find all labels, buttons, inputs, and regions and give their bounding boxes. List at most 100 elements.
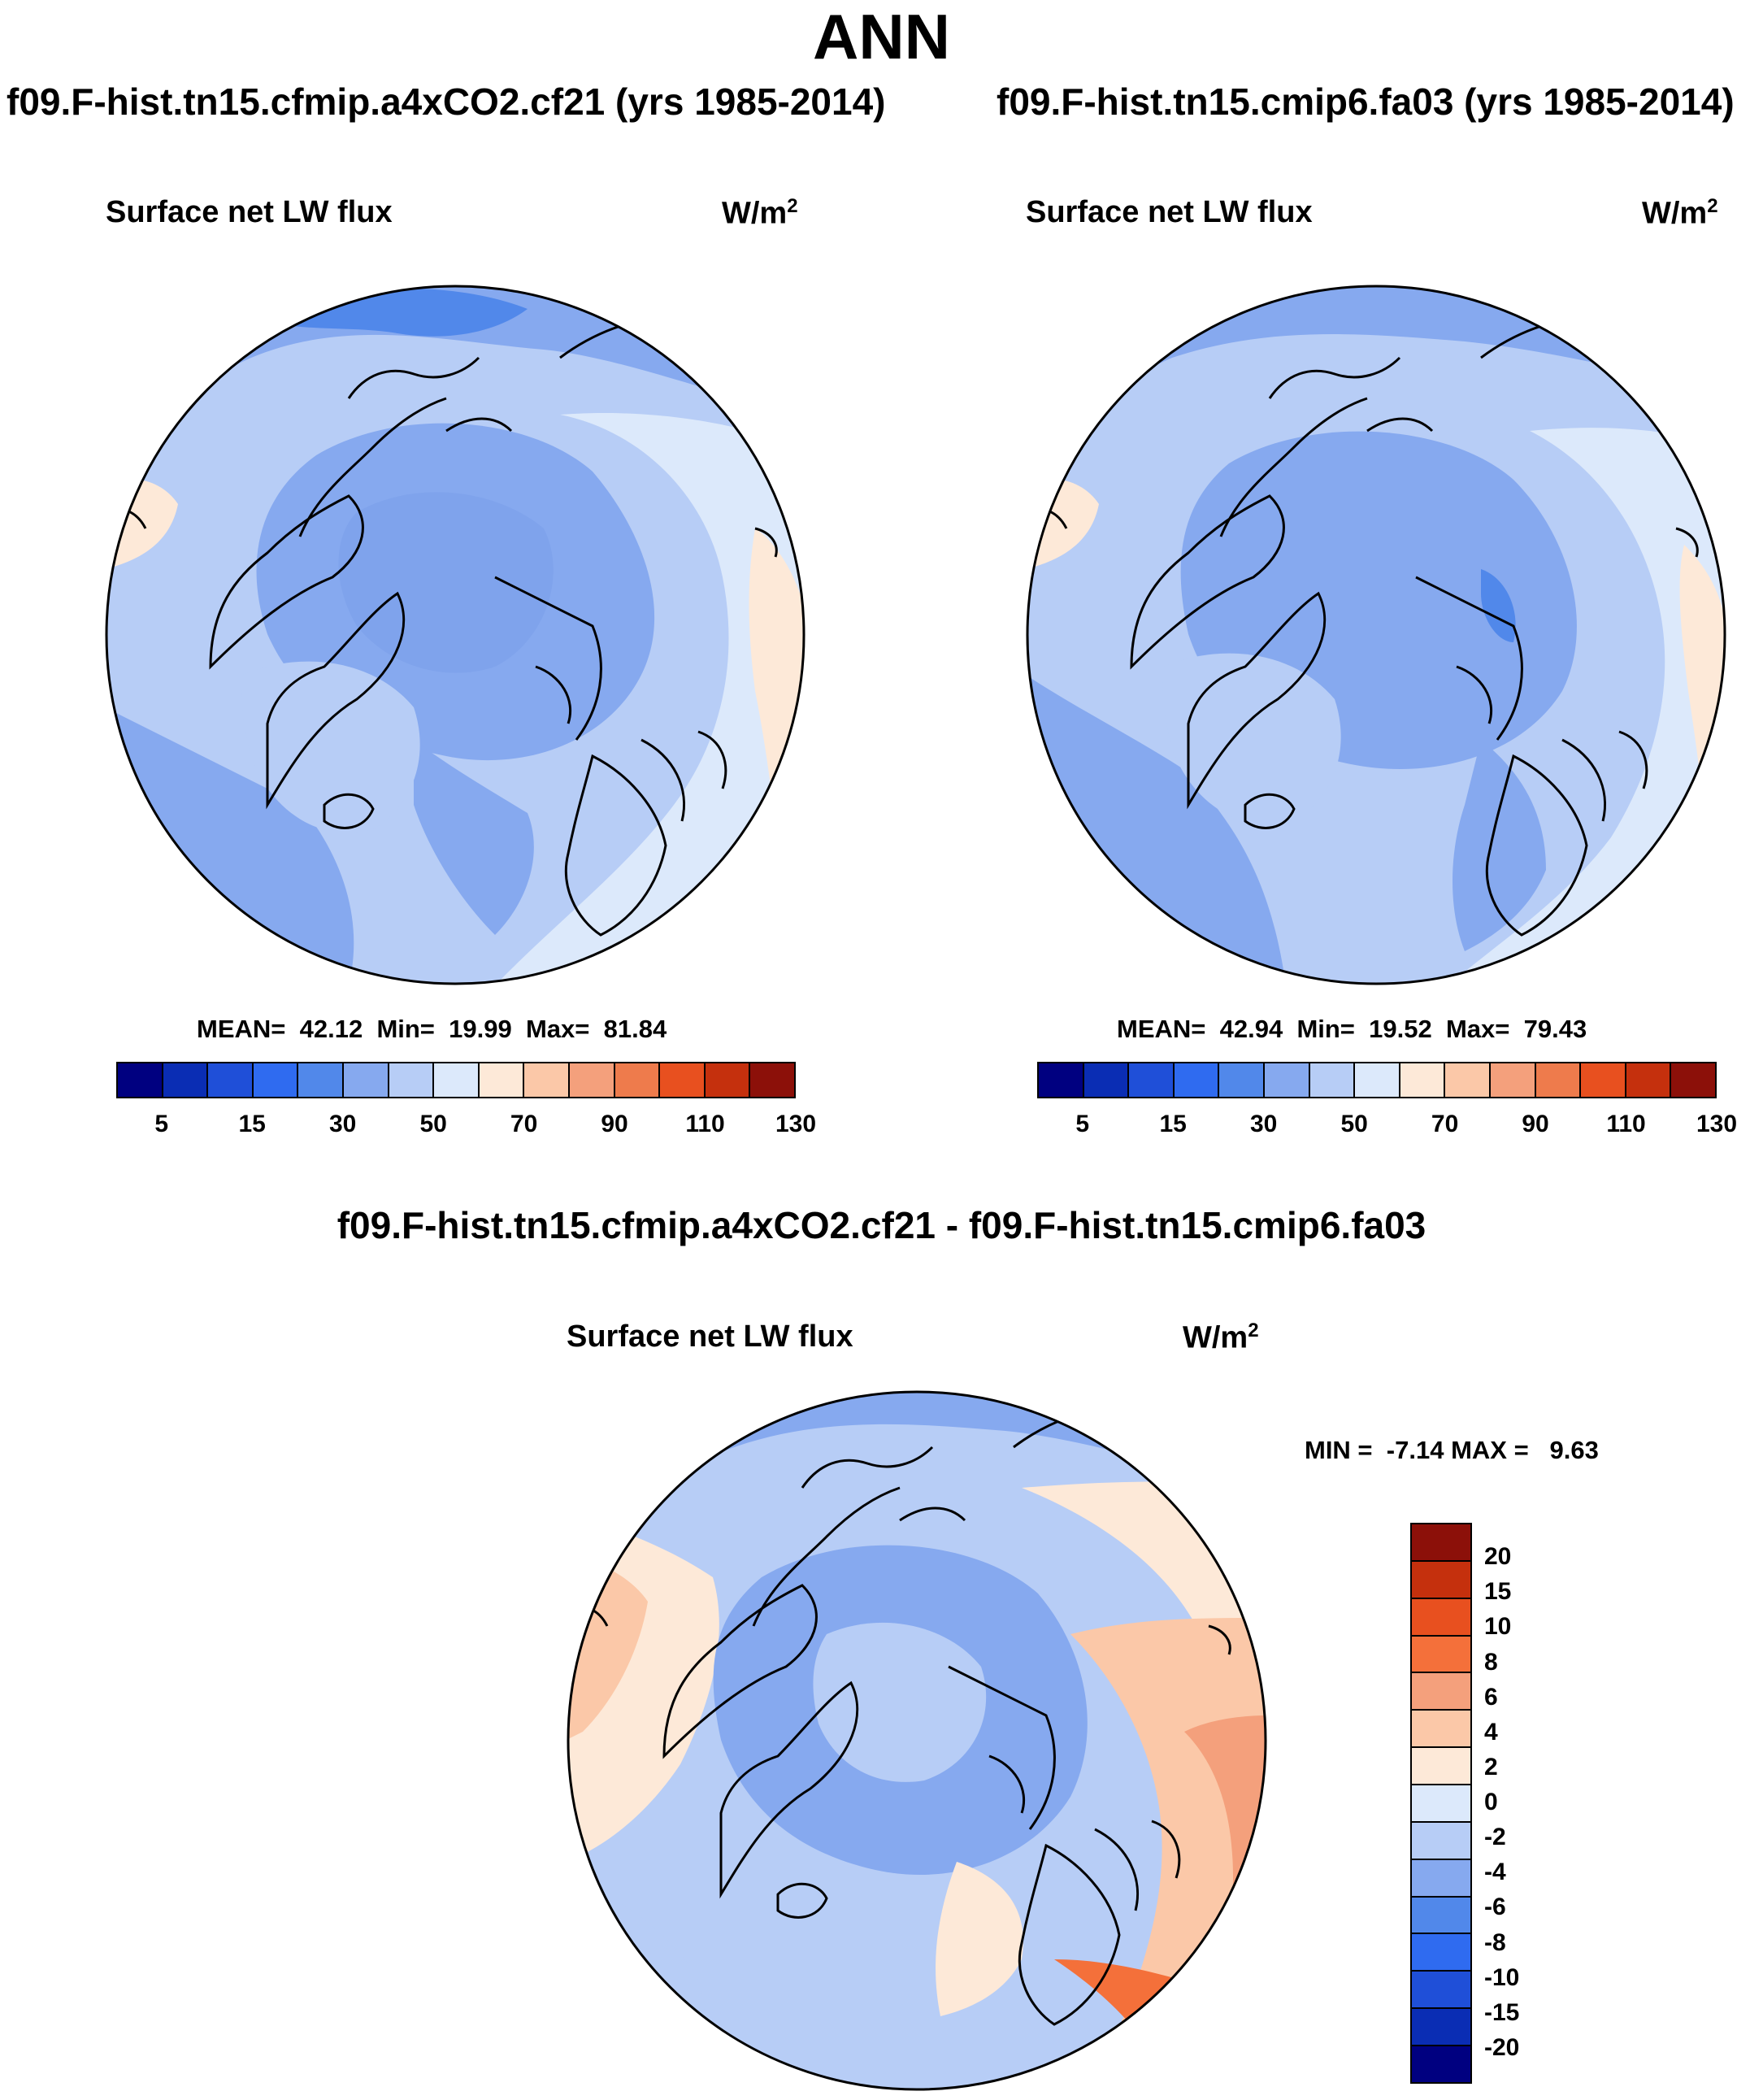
right-colorbar-tick-label: 70 [1431,1111,1459,1137]
diff-colorbar-tick-label: 15 [1484,1578,1512,1606]
right-min-label: Min= [1296,1015,1355,1043]
diff-colorbar-swatch [1412,1972,1470,2010]
right-colorbar-tick-label: 30 [1249,1111,1278,1137]
left-colorbar-tick-label: 15 [238,1111,266,1137]
diff-colorbar-swatch [1412,1859,1470,1898]
left-colorbar-swatch [118,1063,163,1097]
left-polar-map [105,285,806,985]
left-variable-label: Surface net LW flux [106,195,393,229]
left-colorbar-tick-label: 130 [775,1111,817,1137]
left-colorbar-swatch [660,1063,706,1097]
diff-colorbar-tick-label: 0 [1484,1789,1498,1815]
left-colorbar-tick-label: 90 [601,1111,628,1137]
left-colorbar-swatch [298,1063,344,1097]
left-colorbar-swatch [389,1063,435,1097]
right-colorbar-tick-label: 130 [1696,1111,1738,1137]
diff-colorbar-tick-label: -2 [1484,1824,1506,1851]
right-colorbar-swatch [1083,1063,1130,1097]
right-colorbar-swatch [1581,1063,1626,1097]
right-polar-map [1026,285,1726,985]
left-colorbar [116,1062,796,1098]
diff-colorbar-tick-label: -4 [1484,1859,1506,1886]
left-colorbar-tick-label: 30 [328,1111,357,1137]
diff-colorbar-tick-label: -20 [1484,2033,1520,2061]
right-colorbar-swatch [1626,1063,1672,1097]
left-colorbar-swatch [569,1063,615,1097]
right-colorbar-swatch [1039,1063,1084,1097]
right-colorbar-swatch [1490,1063,1536,1097]
diff-colorbar-swatch [1412,1524,1470,1562]
right-units-base: W/m [1642,196,1708,231]
left-colorbar-swatch [614,1063,661,1097]
diff-colorbar-tick-label: 2 [1484,1753,1498,1780]
diff-colorbar-swatch [1412,1711,1470,1749]
right-max-value: 79.43 [1523,1015,1587,1043]
left-colorbar-tick-label: 70 [510,1111,538,1137]
diff-colorbar-swatch [1412,1673,1470,1711]
diff-colorbar-tick-label: -15 [1484,1998,1520,2026]
diff-colorbar-swatch [1412,1598,1470,1637]
left-max-value: 81.84 [603,1015,667,1043]
main-title: ANN [813,1,950,72]
diff-colorbar-swatch [1412,1748,1470,1786]
diff-colorbar-tick-label: 10 [1484,1613,1512,1641]
right-colorbar-swatch [1355,1063,1400,1097]
right-colorbar-swatch [1174,1063,1220,1097]
diff-colorbar-tick-label: 6 [1484,1683,1498,1711]
left-max-label: Max= [525,1015,590,1043]
diff-colorbar-tick-label: -8 [1484,1928,1506,1956]
right-colorbar-swatch [1445,1063,1491,1097]
left-colorbar-swatch [524,1063,570,1097]
right-max-label: Max= [1445,1015,1510,1043]
right-stats: MEAN= 42.94 Min= 19.52 Max= 79.43 [1117,1015,1587,1044]
left-stats: MEAN= 42.12 Min= 19.99 Max= 81.84 [197,1015,667,1044]
right-colorbar [1037,1062,1717,1098]
right-mean-label: MEAN= [1117,1015,1206,1043]
diff-colorbar-swatch [1412,2046,1470,2082]
left-units-base: W/m [722,196,788,231]
diff-colorbar-tick-label: 20 [1484,1543,1512,1571]
right-colorbar-swatch [1129,1063,1175,1097]
diff-colorbar-swatch [1412,1561,1470,1599]
right-case-title: f09.F-hist.tn15.cmip6.fa03 (yrs 1985-201… [997,80,1735,123]
left-mean-label: MEAN= [197,1015,286,1043]
left-colorbar-tick-label: 5 [154,1111,169,1137]
diff-min-label: MIN = [1305,1436,1373,1464]
left-min-value: 19.99 [449,1015,512,1043]
diff-colorbar-tick-label: 8 [1484,1648,1498,1676]
right-colorbar-swatch [1535,1063,1582,1097]
right-units-label: W/m2 [1642,195,1718,232]
left-mean-value: 42.12 [299,1015,363,1043]
left-units-label: W/m2 [722,195,798,232]
diff-units-exp: 2 [1248,1320,1259,1341]
diff-max-label: MAX = [1451,1436,1529,1464]
right-colorbar-tick-label: 5 [1075,1111,1090,1137]
left-min-label: Min= [376,1015,435,1043]
diff-max-value: 9.63 [1549,1436,1599,1464]
right-units-exp: 2 [1707,195,1718,217]
diff-colorbar-tick-label: -6 [1484,1893,1506,1921]
right-colorbar-swatch [1219,1063,1265,1097]
diff-colorbar-swatch [1412,2009,1470,2047]
left-colorbar-swatch [705,1063,751,1097]
left-units-exp: 2 [787,195,798,217]
diff-colorbar-tick-label: -10 [1484,1963,1520,1991]
left-colorbar-tick-label: 50 [419,1111,447,1137]
left-case-title: f09.F-hist.tn15.cfmip.a4xCO2.cf21 (yrs 1… [7,80,886,123]
left-colorbar-swatch [208,1063,254,1097]
left-colorbar-swatch [163,1063,209,1097]
diff-colorbar-swatch [1412,1897,1470,1935]
left-colorbar-tick-label: 110 [685,1111,725,1137]
right-colorbar-tick-label: 15 [1159,1111,1187,1137]
diff-min-value: -7.14 [1386,1436,1444,1464]
diff-units-label: W/m2 [1183,1320,1259,1356]
left-colorbar-swatch [253,1063,299,1097]
diff-colorbar-swatch [1412,1636,1470,1674]
left-colorbar-swatch [434,1063,480,1097]
diff-colorbar [1410,1523,1472,2084]
right-colorbar-swatch [1309,1063,1356,1097]
diff-colorbar-swatch [1412,1822,1470,1860]
diff-units-base: W/m [1183,1320,1248,1355]
diff-stats: MIN = -7.14 MAX = 9.63 [1305,1436,1599,1465]
left-colorbar-swatch [479,1063,525,1097]
